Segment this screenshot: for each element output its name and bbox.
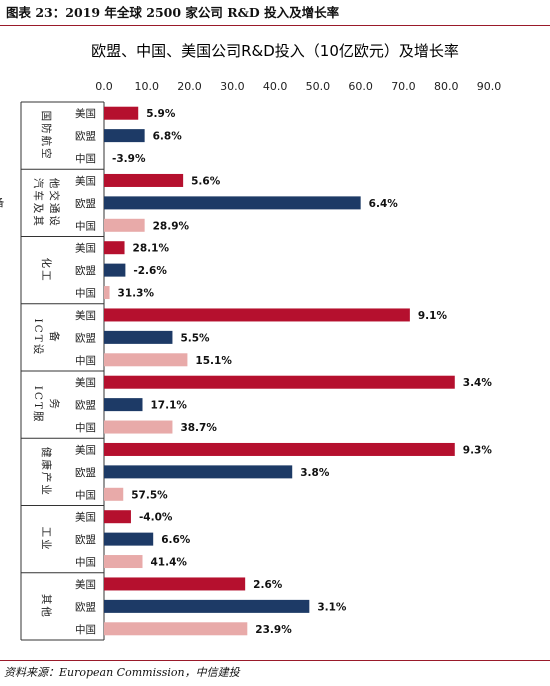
bar bbox=[104, 129, 145, 143]
group-label: 健康产业 bbox=[40, 447, 53, 497]
data-label: -4.0% bbox=[139, 512, 173, 524]
data-label: -3.9% bbox=[112, 153, 146, 165]
data-label: 3.1% bbox=[317, 601, 347, 613]
category-label: 欧盟 bbox=[75, 534, 96, 546]
bar bbox=[104, 487, 124, 501]
group-label: 他交通设 bbox=[48, 178, 61, 228]
data-label: 6.6% bbox=[161, 534, 191, 546]
category-label: 中国 bbox=[75, 354, 96, 367]
data-label: 5.5% bbox=[180, 332, 210, 344]
source-note: 资料来源：European Commission，中信建投 bbox=[0, 660, 550, 686]
data-label: 28.9% bbox=[153, 220, 190, 232]
x-tick-label: 40.0 bbox=[263, 80, 288, 93]
bar bbox=[104, 532, 154, 546]
category-label: 欧盟 bbox=[75, 131, 96, 143]
x-tick-label: 50.0 bbox=[306, 80, 331, 93]
category-label: 欧盟 bbox=[75, 198, 96, 210]
data-label: 31.3% bbox=[118, 288, 155, 300]
bar bbox=[104, 173, 184, 187]
data-label: 3.4% bbox=[463, 377, 493, 389]
category-label: 美国 bbox=[75, 578, 96, 591]
group-label: 备 bbox=[48, 331, 61, 344]
category-label: 欧盟 bbox=[75, 601, 96, 613]
category-label: 美国 bbox=[75, 174, 96, 187]
category-label: 中国 bbox=[75, 152, 96, 165]
bar bbox=[104, 442, 455, 456]
category-label: 欧盟 bbox=[75, 332, 96, 344]
bar bbox=[104, 420, 173, 434]
x-tick-label: 20.0 bbox=[177, 80, 202, 93]
data-label: 15.1% bbox=[195, 355, 232, 367]
x-tick-label: 60.0 bbox=[348, 80, 373, 93]
data-label: 3.8% bbox=[300, 467, 330, 479]
category-label: 中国 bbox=[75, 623, 96, 636]
data-label: 57.5% bbox=[131, 489, 168, 501]
bar bbox=[104, 353, 188, 367]
group-label: 务 bbox=[48, 398, 61, 411]
x-tick-label: 10.0 bbox=[135, 80, 160, 93]
data-label: 6.4% bbox=[369, 198, 399, 210]
group-label: 汽车及其 bbox=[32, 178, 45, 228]
x-tick-label: 80.0 bbox=[434, 80, 459, 93]
group-label: 工业 bbox=[40, 527, 52, 552]
data-label: 38.7% bbox=[180, 422, 217, 434]
bar bbox=[104, 196, 361, 210]
bars: 美国 5.9% 欧盟 6.8% 中国 -3.9% 美国 5.6% 欧盟 6.4% 中国 28.9% 美国… bbox=[75, 106, 493, 636]
data-label: 5.9% bbox=[146, 108, 176, 120]
category-label: 欧盟 bbox=[75, 400, 96, 412]
category-label: 欧盟 bbox=[75, 467, 96, 479]
bar bbox=[104, 599, 310, 613]
category-label: 中国 bbox=[75, 287, 96, 300]
group-label: ICT设 bbox=[32, 319, 44, 357]
bar bbox=[104, 622, 248, 636]
bar bbox=[104, 286, 110, 300]
group-label: ICT服 bbox=[32, 386, 44, 424]
x-tick-label: 30.0 bbox=[220, 80, 245, 93]
x-tick-label: 0.0 bbox=[95, 80, 113, 93]
bar bbox=[104, 398, 143, 412]
category-label: 美国 bbox=[75, 309, 96, 322]
bar bbox=[104, 106, 139, 120]
rd-investment-bar-chart: 欧盟、中国、美国公司R&D投入（10亿欧元）及增长率 0.0 10.0 20.0 30… bbox=[0, 42, 502, 641]
data-label: -2.6% bbox=[133, 265, 167, 277]
data-label: 41.4% bbox=[151, 557, 188, 569]
category-label: 美国 bbox=[75, 511, 96, 524]
category-label: 中国 bbox=[75, 219, 96, 232]
bar bbox=[104, 555, 143, 569]
data-label: 6.8% bbox=[153, 131, 183, 143]
bar bbox=[104, 330, 173, 344]
bar bbox=[104, 510, 131, 524]
category-label: 美国 bbox=[75, 443, 96, 456]
group-label: 其他 bbox=[40, 594, 53, 619]
data-label: 2.6% bbox=[253, 579, 283, 591]
x-tick-label: 90.0 bbox=[477, 80, 502, 93]
category-label: 美国 bbox=[75, 107, 96, 120]
data-label: 5.6% bbox=[191, 175, 221, 187]
data-label: 28.1% bbox=[133, 243, 170, 255]
bar bbox=[104, 465, 293, 479]
category-label: 中国 bbox=[75, 556, 96, 569]
data-label: 17.1% bbox=[151, 400, 188, 412]
group-axis: 国防航空汽车及其他交通设备化工ICT设备ICT服务健康产业工业其他 bbox=[0, 101, 104, 641]
bar bbox=[104, 375, 455, 389]
figure-caption: 图表 23：2019 年全球 2500 家公司 R&D 投入及增长率 bbox=[0, 0, 550, 26]
x-tick-label: 70.0 bbox=[391, 80, 416, 93]
group-label: 国防航空 bbox=[40, 111, 53, 161]
chart-title: 欧盟、中国、美国公司R&D投入（10亿欧元）及增长率 bbox=[91, 42, 459, 60]
category-label: 美国 bbox=[75, 376, 96, 389]
group-label: 备 bbox=[0, 196, 6, 209]
data-label: 23.9% bbox=[255, 624, 292, 636]
bar bbox=[104, 263, 126, 277]
bar bbox=[104, 241, 125, 255]
category-label: 美国 bbox=[75, 242, 96, 255]
bar bbox=[104, 577, 246, 591]
bar bbox=[104, 218, 145, 232]
group-label: 化工 bbox=[40, 258, 53, 283]
category-label: 中国 bbox=[75, 488, 96, 501]
bar bbox=[104, 308, 410, 322]
category-label: 中国 bbox=[75, 421, 96, 434]
category-label: 欧盟 bbox=[75, 265, 96, 277]
data-label: 9.1% bbox=[418, 310, 448, 322]
data-label: 9.3% bbox=[463, 444, 493, 456]
